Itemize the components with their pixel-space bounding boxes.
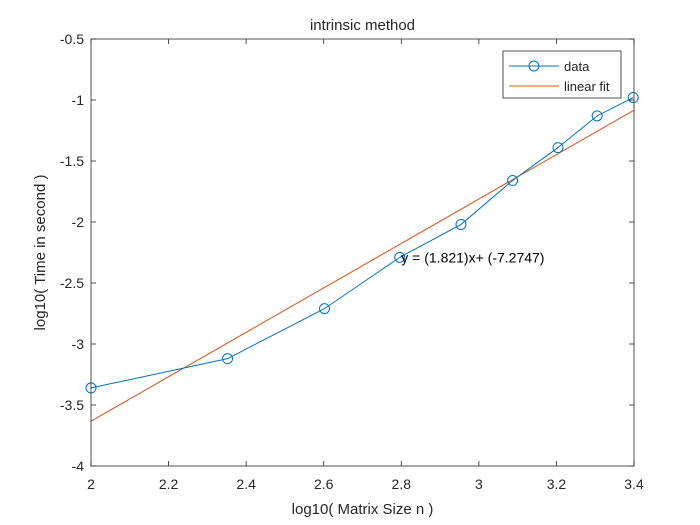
plot-area — [91, 39, 634, 466]
y-tick-label: -1 — [72, 92, 85, 108]
y-tick-label: -2 — [72, 214, 85, 230]
x-tick-label: 3.2 — [547, 476, 567, 492]
legend: data linear fit — [502, 50, 622, 99]
x-tick-label: 2 — [87, 476, 95, 492]
data-point-marker — [591, 110, 603, 122]
legend-fit-label: linear fit — [564, 79, 610, 94]
series-layer — [85, 92, 639, 422]
legend-data-marker — [528, 60, 540, 72]
legend-data-label: data — [564, 59, 590, 74]
axes-layer: 2 2.2 2.4 2.6 2.8 3 3.2 3.4 -4 -3.5 -3 -2.5 -2 -1.5 -1… — [60, 31, 644, 492]
y-tick-label: -2.5 — [60, 275, 84, 291]
x-tick-label: 3 — [475, 476, 483, 492]
x-tick-label: 2.4 — [236, 476, 256, 492]
x-tick-label: 2.8 — [392, 476, 412, 492]
data-point-marker — [507, 175, 519, 187]
x-tick-label: 3.4 — [624, 476, 644, 492]
data-point-marker — [455, 218, 467, 230]
y-tick-label: -3 — [72, 336, 85, 352]
linear-fit-line — [90, 109, 635, 422]
fit-equation-annotation: y = (1.821)x+ (-7.2747) — [401, 249, 544, 265]
axes-box — [90, 38, 635, 467]
x-tick-label: 2.6 — [314, 476, 334, 492]
y-tick-label: -0.5 — [60, 31, 84, 47]
y-axis-label: log10( Time in second ) — [32, 175, 49, 331]
x-tick-label: 2.2 — [159, 476, 179, 492]
data-point-marker — [394, 251, 406, 263]
data-series-line — [90, 97, 634, 389]
legend-box — [502, 50, 622, 99]
x-axis-label: log10( Matrix Size n ) — [292, 501, 434, 518]
data-point-marker — [627, 92, 639, 104]
data-point-marker — [552, 142, 564, 154]
chart-title: intrinsic method — [310, 17, 415, 34]
y-tick-label: -1.5 — [60, 153, 84, 169]
y-tick-label: -4 — [72, 458, 85, 474]
y-tick-label: -3.5 — [60, 397, 84, 413]
data-point-marker — [222, 353, 234, 365]
data-point-marker — [318, 303, 330, 315]
